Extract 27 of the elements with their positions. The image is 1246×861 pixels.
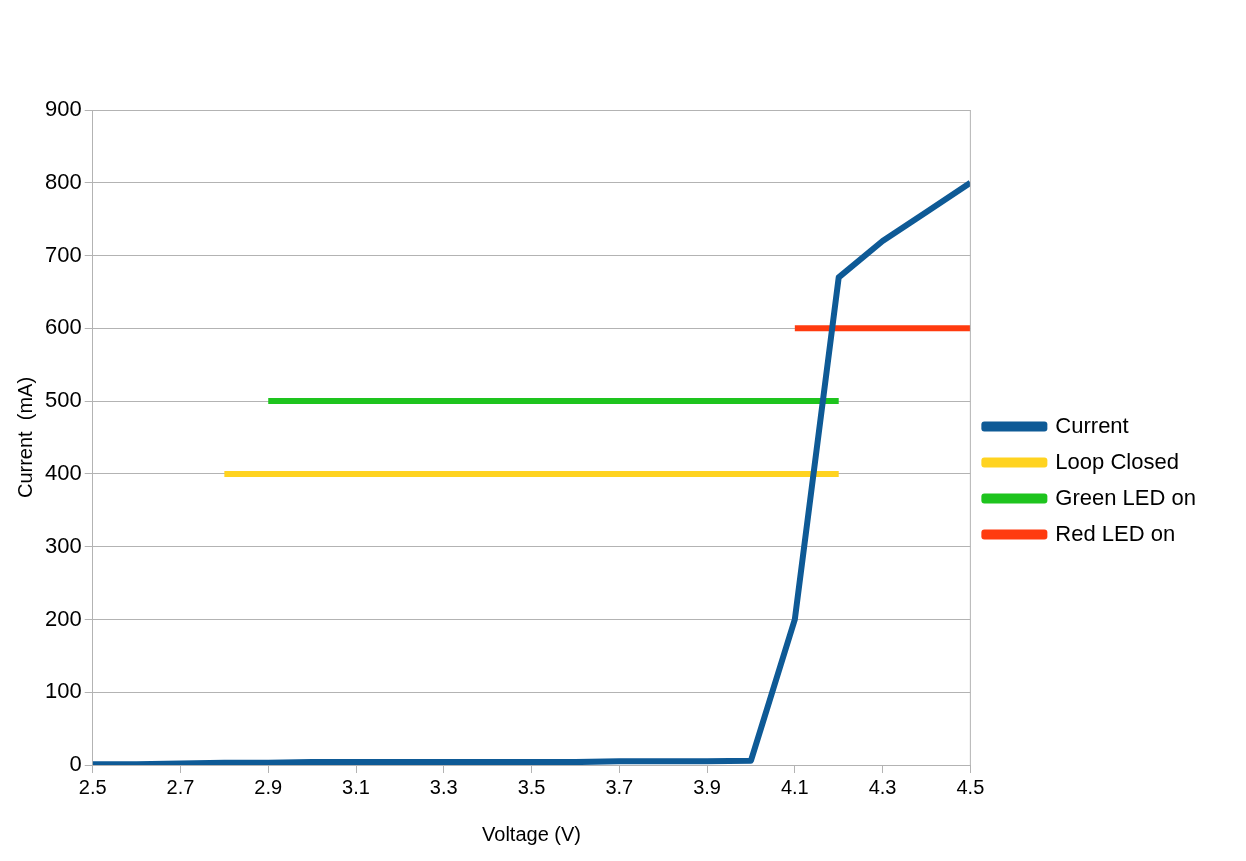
x-tick-label: 3.5 (517, 775, 546, 798)
y-tick-label: 700 (44, 241, 82, 267)
y-tick-label: 500 (44, 387, 82, 413)
legend-label: Loop Closed (1055, 448, 1179, 474)
x-tick-label: 3.3 (429, 775, 458, 798)
x-tick-label: 3.9 (693, 775, 721, 798)
y-tick-label: 800 (44, 168, 82, 194)
x-tick-label: 4.3 (868, 775, 897, 798)
y-tick-label: 400 (44, 459, 82, 485)
y-tick-label: 600 (44, 314, 82, 340)
x-tick-label: 4.1 (780, 775, 809, 798)
x-axis-title: Voltage (V) (482, 822, 582, 845)
x-tick-label: 2.9 (254, 775, 283, 798)
x-tick-label: 3.1 (342, 775, 370, 798)
x-tick-label: 3.7 (605, 775, 634, 798)
legend-label: Current (1055, 412, 1129, 438)
legend-label: Green LED on (1055, 484, 1196, 510)
legend-label: Red LED on (1055, 520, 1176, 546)
y-tick-label: 0 (69, 751, 82, 777)
y-tick-label: 300 (44, 532, 82, 558)
y-axis-title: Current (mA) (13, 376, 36, 499)
x-tick-label: 2.7 (166, 775, 195, 798)
x-tick-label: 4.5 (956, 775, 985, 798)
y-tick-label: 900 (44, 96, 82, 122)
y-tick-label: 200 (44, 605, 82, 631)
y-tick-label: 100 (44, 678, 82, 704)
x-tick-label: 2.5 (78, 775, 107, 798)
